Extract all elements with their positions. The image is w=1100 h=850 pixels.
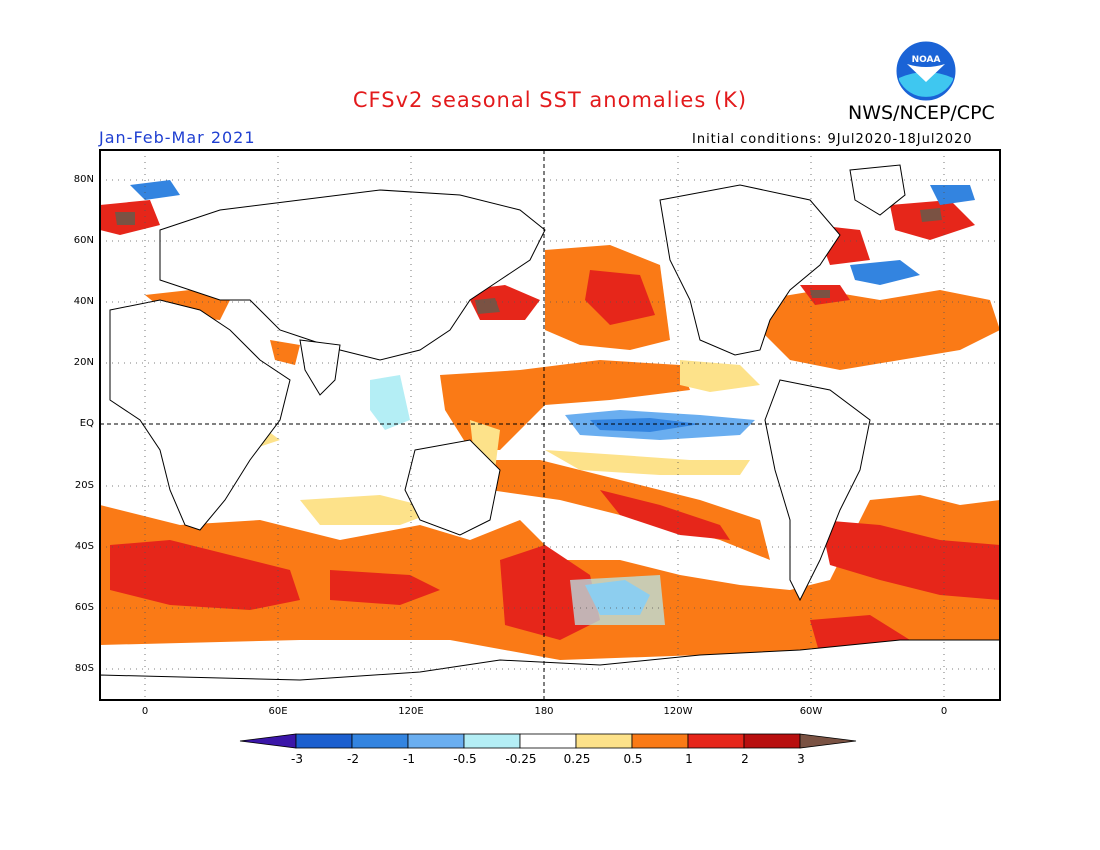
west-pacific-warm — [440, 360, 690, 450]
colorbar-label: -2 — [347, 752, 359, 766]
colorbar-label: -3 — [291, 752, 303, 766]
agency-label: NWS/NCEP/CPC — [848, 102, 995, 124]
map-background — [100, 150, 1000, 700]
north-atlantic-warm — [760, 290, 1000, 370]
indian-ocean-light-warm — [220, 420, 280, 450]
lat-label: 60S — [74, 602, 94, 613]
arabian-sea-warm — [270, 340, 300, 365]
colorbar-label: 0.25 — [563, 752, 591, 766]
east-pacific-south-warm — [470, 460, 770, 560]
australia-outline — [404, 439, 501, 536]
north-america-outline — [659, 184, 841, 356]
lon-label: 0 — [141, 706, 149, 717]
map-frame — [99, 149, 1001, 701]
east-pacific-north-light — [680, 360, 760, 392]
aus-east-warm — [470, 420, 500, 470]
colorbar-arrow-low — [239, 733, 297, 749]
colorbar-label: -1 — [403, 752, 415, 766]
logo-text: NOAA — [912, 55, 941, 65]
colorbar-swatch — [631, 733, 689, 749]
graticule — [100, 150, 1000, 700]
north-pacific-strong — [585, 270, 655, 325]
drake-warm — [810, 615, 910, 660]
west-edge-warm — [100, 200, 160, 235]
south-atlantic-warm — [820, 520, 1000, 600]
mediterranean-warm — [145, 290, 230, 320]
continent-outlines — [100, 164, 1000, 700]
colorbar-label: 0.5 — [623, 752, 643, 766]
southern-ocean-strong-warm — [110, 540, 300, 610]
lat-label: 40N — [73, 296, 94, 307]
lat-label: 20S — [74, 480, 94, 491]
eurasia-outline — [159, 189, 546, 361]
lon-label: 120E — [398, 706, 424, 717]
southwest-pacific-strong — [600, 490, 730, 540]
africa-outline — [109, 299, 291, 531]
greenland-outline — [849, 164, 906, 216]
colorbar-swatch — [463, 733, 521, 749]
indian-ocean-south-warm — [330, 570, 440, 605]
indonesia-cool — [370, 375, 410, 430]
lon-label: 180 — [534, 706, 554, 717]
south-indian-light — [300, 495, 440, 525]
colorbar-swatch — [295, 733, 353, 749]
colorbar-swatch — [743, 733, 801, 749]
kuroshio-warm — [465, 285, 540, 320]
india-outline — [299, 339, 341, 396]
lon-label: 120W — [663, 706, 693, 717]
equatorial-cold-core — [590, 418, 700, 432]
subpolar-cool — [850, 260, 920, 285]
lat-label: 20N — [73, 357, 94, 368]
lon-label: 60W — [799, 706, 823, 717]
tropical-warm-belt-light — [545, 450, 750, 475]
colorbar-label: -0.5 — [453, 752, 477, 766]
nordic-core — [920, 208, 942, 222]
southern-ocean-warm-anomaly — [100, 495, 1000, 660]
west-edge-cool — [130, 180, 180, 200]
gulf-stream-core — [810, 290, 830, 298]
lat-label: 60N — [73, 235, 94, 246]
lat-label: EQ — [79, 418, 94, 429]
colorbar-swatch — [575, 733, 633, 749]
labrador-warm — [815, 225, 870, 265]
south-america-outline — [764, 379, 871, 602]
colorbar-label: 2 — [741, 752, 749, 766]
lon-label: 0 — [940, 706, 948, 717]
colorbar-label: 3 — [797, 752, 805, 766]
equatorial-cold-tongue — [565, 410, 755, 440]
lon-label: 60E — [268, 706, 288, 717]
colorbar-swatch — [687, 733, 745, 749]
lat-label: 80N — [73, 174, 94, 185]
colorbar-label: -0.25 — [505, 752, 537, 766]
initial-conditions-label: Initial conditions: 9Jul2020-18Jul2020 — [692, 132, 973, 147]
colorbar — [239, 733, 857, 749]
antarctica-outline — [100, 639, 1000, 700]
colorbar-swatch — [351, 733, 409, 749]
south-pacific-cool-margin — [570, 575, 665, 625]
colorbar-label: 1 — [685, 752, 693, 766]
nordic-seas-warm — [890, 200, 975, 240]
colorbar-swatch — [407, 733, 465, 749]
south-pacific-cool — [585, 580, 650, 615]
tasman-warm — [500, 545, 600, 640]
barents-cool — [930, 185, 975, 205]
lat-label: 40S — [74, 541, 94, 552]
gulf-stream-strong — [800, 285, 850, 305]
west-edge-core — [115, 212, 135, 225]
lat-label: 80S — [74, 663, 94, 674]
noaa-logo-icon: NOAA — [895, 40, 957, 102]
north-pacific-central-warm — [545, 245, 670, 350]
map-title: CFSv2 seasonal SST anomalies (K) — [352, 88, 748, 112]
kuroshio-core — [475, 298, 500, 314]
season-label: Jan-Feb-Mar 2021 — [99, 128, 256, 147]
colorbar-swatch — [519, 733, 577, 749]
colorbar-arrow-high — [799, 733, 857, 749]
